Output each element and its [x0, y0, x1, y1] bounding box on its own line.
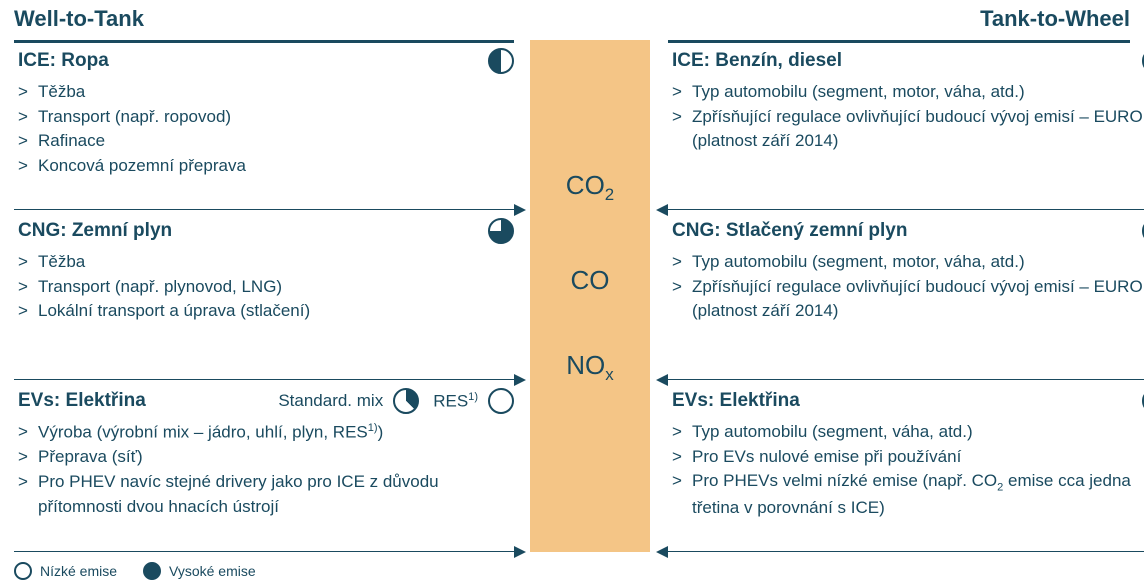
right-block-0-list: Typ automobilu (segment, motor, váha, at…: [668, 80, 1144, 154]
gas-nox-sub: x: [605, 365, 613, 384]
right-block-2-list: Typ automobilu (segment, váha, atd.)Pro …: [668, 420, 1144, 520]
right-block-1-list: Typ automobilu (segment, motor, váha, at…: [668, 250, 1144, 324]
left-block-2-item-2: Pro PHEV navíc stejné drivery jako pro I…: [18, 470, 514, 519]
left-block-1: CNG: Zemní plyn TěžbaTransport (např. ply…: [14, 210, 514, 380]
left-block-1-list: TěžbaTransport (např. plynovod, LNG)Loká…: [14, 250, 514, 324]
left-block-0-title-text: ICE: Ropa: [18, 50, 109, 72]
right-block-1-item-1: Zpřísňující regulace ovlivňující budoucí…: [672, 275, 1144, 324]
right-block-1-title: CNG: Stlačený zemní plyn: [668, 218, 1144, 244]
left-block-1-item-0: Těžba: [18, 250, 514, 275]
column-left: ICE: RopaTěžbaTransport (např. ropovod)R…: [14, 40, 514, 552]
left-block-1-item-1: Transport (např. plynovod, LNG): [18, 275, 514, 300]
left-block-2-item-0: Výroba (výrobní mix – jádro, uhlí, plyn,…: [18, 420, 514, 445]
right-block-0-item-0: Typ automobilu (segment, motor, váha, at…: [672, 80, 1144, 105]
column-right: ICE: Benzín, diesel Typ automobilu (segme…: [668, 40, 1144, 552]
right-block-2-item-2: Pro PHEVs velmi nízké emise (např. CO2 e…: [672, 469, 1144, 520]
legend-item-0-pie-icon: [14, 562, 32, 580]
left-block-0-item-3: Koncová pozemní přeprava: [18, 154, 514, 179]
left-block-2-extra-after: RES1): [433, 391, 478, 412]
right-block-2-title-text: EVs: Elektřina: [672, 390, 800, 412]
legend-item-1: Vysoké emise: [143, 562, 256, 580]
legend-item-1-pie-icon: [143, 562, 161, 580]
right-block-0-title-text: ICE: Benzín, diesel: [672, 50, 842, 72]
right-block-2-item-1: Pro EVs nulové emise při používání: [672, 445, 1144, 470]
left-block-2-title: EVs: Elektřina Standard. mix RES1): [14, 388, 514, 414]
right-block-1: CNG: Stlačený zemní plyn Typ automobilu (…: [668, 210, 1144, 380]
gas-co2: CO2: [530, 170, 650, 205]
gas-co2-sub: 2: [605, 185, 614, 204]
left-block-0-title: ICE: Ropa: [14, 48, 514, 74]
right-block-0-title: ICE: Benzín, diesel: [668, 48, 1144, 74]
left-block-0-item-1: Transport (např. ropovod): [18, 105, 514, 130]
left-block-2-extra-before: Standard. mix: [278, 391, 383, 411]
left-block-0-item-2: Rafinace: [18, 129, 514, 154]
legend: Nízké emise Vysoké emise: [14, 562, 256, 580]
right-block-0-item-1: Zpřísňující regulace ovlivňující budoucí…: [672, 105, 1144, 154]
left-block-0-item-0: Těžba: [18, 80, 514, 105]
header-left: Well-to-Tank: [14, 6, 144, 32]
left-block-2: EVs: Elektřina Standard. mix RES1) Výroba (…: [14, 380, 514, 552]
gas-nox: NOx: [530, 350, 650, 385]
left-block-1-pie-icon: [488, 218, 514, 244]
left-block-1-title-text: CNG: Zemní plyn: [18, 220, 172, 242]
header-right: Tank-to-Wheel: [980, 6, 1130, 32]
center-band: CO2 CO NOx: [530, 40, 650, 552]
gas-co2-label: CO: [566, 170, 605, 200]
left-block-2-item-1: Přeprava (síť): [18, 445, 514, 470]
emissions-diagram: Well-to-Tank Tank-to-Wheel CO2 CO NOx IC…: [0, 0, 1144, 586]
gas-nox-label: NO: [566, 350, 605, 380]
legend-item-1-label: Vysoké emise: [169, 563, 256, 579]
right-block-2-item-0: Typ automobilu (segment, váha, atd.): [672, 420, 1144, 445]
left-block-0-list: TěžbaTransport (např. ropovod)RafinaceKo…: [14, 80, 514, 179]
gas-co: CO: [530, 265, 650, 296]
left-block-0-pie-icon: [488, 48, 514, 74]
right-block-2: EVs: Elektřina Typ automobilu (segment, v…: [668, 380, 1144, 552]
legend-item-0-label: Nízké emise: [40, 563, 117, 579]
right-block-2-title: EVs: Elektřina: [668, 388, 1144, 414]
right-block-1-item-0: Typ automobilu (segment, motor, váha, at…: [672, 250, 1144, 275]
left-block-2-arrow-icon: [14, 551, 514, 552]
left-block-2-title-text: EVs: Elektřina: [18, 390, 146, 412]
right-block-2-arrow-icon: [668, 551, 1144, 552]
left-block-1-item-2: Lokální transport a úprava (stlačení): [18, 299, 514, 324]
left-block-2-pie-icon: [393, 388, 419, 414]
left-block-1-title: CNG: Zemní plyn: [14, 218, 514, 244]
right-block-0: ICE: Benzín, diesel Typ automobilu (segme…: [668, 40, 1144, 210]
left-block-2-pie2-icon: [488, 388, 514, 414]
right-block-1-title-text: CNG: Stlačený zemní plyn: [672, 220, 907, 242]
left-block-2-list: Výroba (výrobní mix – jádro, uhlí, plyn,…: [14, 420, 514, 519]
left-block-0: ICE: Ropa TěžbaTransport (např. ropovod)R…: [14, 40, 514, 210]
legend-item-0: Nízké emise: [14, 562, 117, 580]
